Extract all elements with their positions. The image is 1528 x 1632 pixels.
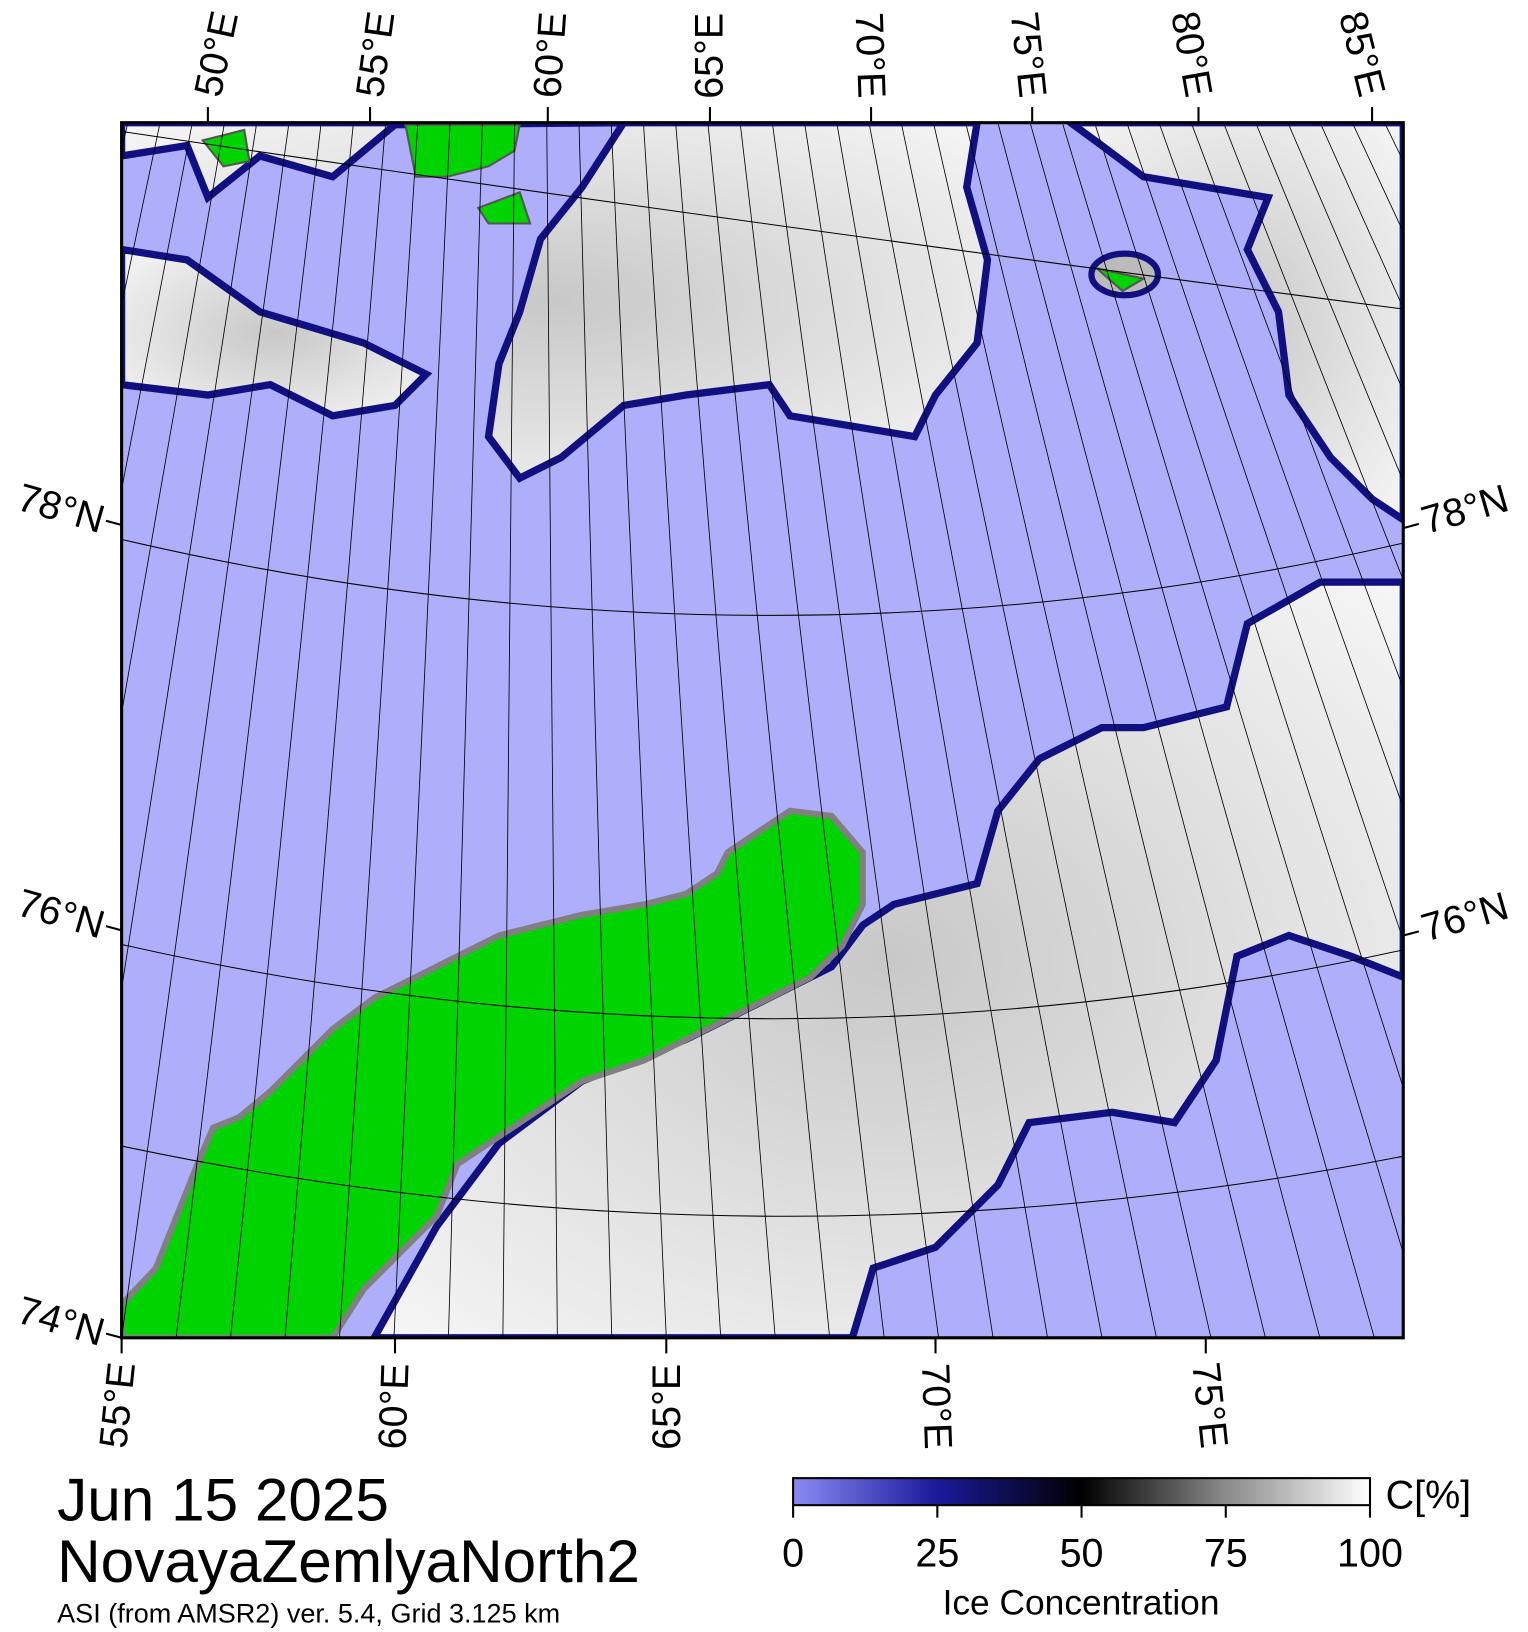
parallel	[62, 0, 1465, 26]
latitude-label: 76°N	[1416, 884, 1513, 951]
longitude-label: 60°E	[525, 10, 575, 99]
meridian	[610, 122, 667, 1338]
meridian	[1029, 122, 1375, 1338]
meridian	[1449, 123, 1528, 1338]
sea-ice	[370, 578, 1404, 1338]
meridian	[1481, 123, 1528, 1338]
meridian	[739, 122, 885, 1338]
colorbar-tick-label: 0	[782, 1531, 804, 1575]
longitude-label: 85°E	[1330, 7, 1394, 101]
sea-ice	[121, 245, 433, 420]
meridian	[0, 123, 96, 1338]
meridian	[121, 122, 290, 1338]
sea-ice	[1064, 122, 1404, 525]
parallel	[121, 130, 1404, 310]
longitude-label: 50°E	[186, 7, 247, 100]
longitude-label: 80°E	[1162, 8, 1220, 100]
axis-labels: 50°E 55°E 60°E 65°E 70°E 75°E 80°E 85°E 55°E 60°E…	[12, 7, 1513, 1450]
longitude-label: 75°E	[1002, 10, 1055, 100]
meridian	[1417, 123, 1528, 1338]
sea-ice	[121, 122, 992, 483]
meridian	[933, 122, 1212, 1338]
meridian	[121, 122, 129, 152]
meridian	[448, 122, 483, 1338]
meridian	[1287, 122, 1404, 393]
meridian	[502, 122, 515, 1338]
meridian	[1384, 122, 1404, 163]
colorbar-tick-label: 75	[1204, 1531, 1248, 1575]
longitude-label: 65°E	[687, 13, 731, 99]
meridian	[578, 122, 613, 1338]
colorbar-tick-label: 50	[1060, 1531, 1104, 1575]
longitude-label: 55°E	[348, 9, 404, 100]
meridian	[339, 122, 419, 1338]
latitude-label: 76°N	[12, 881, 109, 948]
latitude-label: 78°N	[12, 475, 109, 542]
colorbar-unit: C[%]	[1386, 1473, 1472, 1517]
map-area	[0, 0, 1528, 1414]
parallel	[121, 943, 1404, 1020]
tick	[1402, 930, 1420, 937]
meridian	[393, 122, 451, 1338]
longitude-label: 65°E	[645, 1364, 689, 1450]
meridian	[1190, 122, 1404, 690]
meridian	[804, 122, 994, 1338]
longitude-label: 70°E	[847, 12, 894, 100]
meridian	[1223, 122, 1404, 582]
date: Jun 15 2025	[57, 1466, 389, 1534]
longitude-label: 70°E	[913, 1363, 960, 1451]
meridian	[230, 122, 354, 1338]
meridian	[121, 122, 193, 492]
meridian	[175, 122, 322, 1338]
parallel	[121, 538, 1404, 616]
meridian	[1255, 122, 1404, 483]
tick	[105, 519, 122, 526]
longitude-label: 55°E	[91, 1360, 144, 1450]
tick	[1402, 522, 1420, 530]
colorbar-scale	[792, 1477, 1372, 1507]
meridian	[546, 122, 558, 1338]
land	[121, 807, 866, 1338]
longitude-label: 75°E	[1183, 1360, 1236, 1450]
meridian	[868, 122, 1103, 1338]
region-name: NovayaZemlyaNorth2	[57, 1527, 640, 1595]
graticule	[0, 0, 1528, 1414]
latitude-label: 74°N	[12, 1288, 109, 1355]
tick	[105, 1332, 122, 1339]
parallel	[62, 1338, 1465, 1414]
latitude-label: 78°N	[1416, 476, 1513, 543]
meridian	[997, 122, 1321, 1338]
meridian	[1126, 122, 1404, 942]
tick	[105, 925, 122, 932]
meridian	[1094, 122, 1404, 1089]
source-note: ASI (from AMSR2) ver. 5.4, Grid 3.125 km	[57, 1599, 560, 1629]
map-frame	[120, 121, 1405, 1340]
meridian	[965, 122, 1266, 1338]
meridian	[675, 122, 776, 1338]
meridian	[1158, 122, 1404, 810]
colorbar-tick-label: 25	[915, 1531, 959, 1575]
land	[200, 123, 1147, 293]
meridian	[643, 122, 722, 1338]
parallel	[121, 1145, 1404, 1217]
meridian	[121, 122, 258, 992]
meridian	[0, 123, 63, 1338]
longitude-label: 60°E	[371, 1363, 418, 1451]
meridian	[121, 122, 225, 716]
colorbar-title: Ice Concentration	[943, 1583, 1220, 1622]
meridian	[284, 122, 387, 1338]
meridian	[0, 123, 31, 1338]
colorbar: C[%] Ice Concentration 0 25 50 75 100	[782, 1473, 1471, 1622]
meridian	[1061, 122, 1404, 1255]
meridian	[771, 122, 940, 1338]
colorbar-tick-label: 100	[1337, 1531, 1403, 1575]
meridian	[836, 122, 1048, 1338]
meridian	[707, 122, 831, 1338]
meridian	[900, 122, 1157, 1338]
